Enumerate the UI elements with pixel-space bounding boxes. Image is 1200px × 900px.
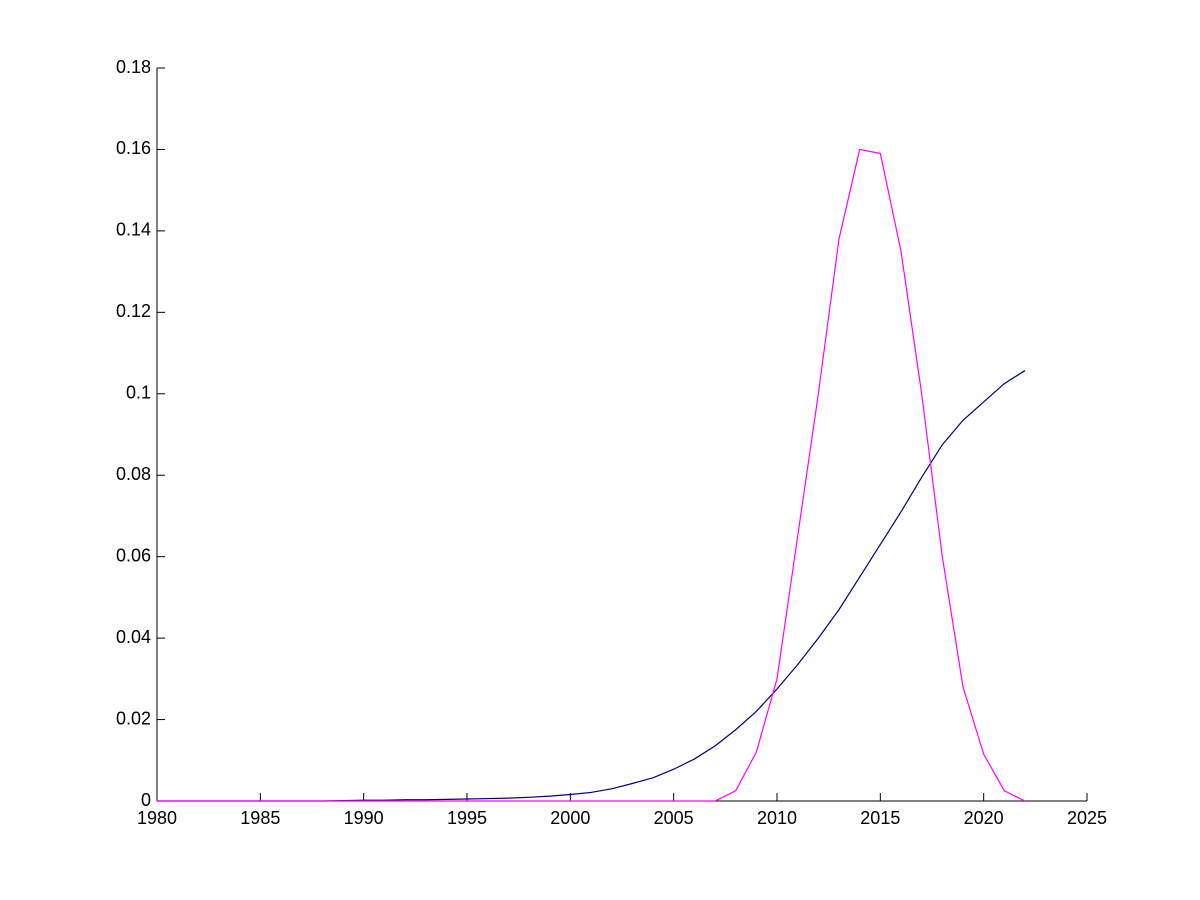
x-tick-label: 1985 (240, 808, 280, 828)
y-tick-label: 0.08 (116, 464, 151, 484)
x-tick-label: 1980 (137, 808, 177, 828)
x-tick-label: 2010 (757, 808, 797, 828)
x-tick-label: 2000 (550, 808, 590, 828)
y-tick-label: 0 (141, 790, 151, 810)
x-tick-label: 2015 (860, 808, 900, 828)
x-tick-label: 1990 (344, 808, 384, 828)
y-tick-label: 0.04 (116, 627, 151, 647)
x-tick-label: 2005 (654, 808, 694, 828)
y-tick-label: 0.18 (116, 57, 151, 77)
y-tick-label: 0.02 (116, 708, 151, 728)
x-tick-label: 2025 (1067, 808, 1107, 828)
y-tick-label: 0.16 (116, 138, 151, 158)
series-line (157, 148, 1026, 802)
x-tick-label: 2020 (964, 808, 1004, 828)
x-tick-label: 1995 (447, 808, 487, 828)
series-line (157, 370, 1026, 802)
y-tick-label: 0.12 (116, 301, 151, 321)
y-tick-label: 0.1 (126, 383, 151, 403)
y-tick-label: 0.14 (116, 220, 151, 240)
y-tick-label: 0.06 (116, 545, 151, 565)
